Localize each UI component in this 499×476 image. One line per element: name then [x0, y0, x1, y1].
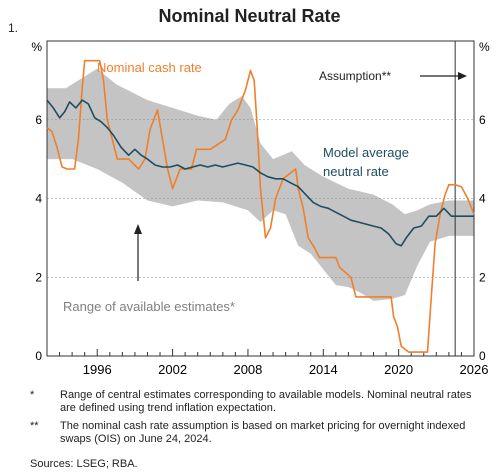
footnote-1-mark: * — [30, 389, 35, 401]
sources: Sources: LSEG; RBA. — [30, 458, 138, 470]
footnote-2: ** The nominal cash rate assumption is b… — [30, 420, 480, 446]
footnote-2-mark: ** — [30, 420, 39, 432]
neutral-rate-label-2: neutral rate — [323, 164, 389, 179]
y-tick-right-4: 4 — [479, 192, 486, 206]
assumption-arrow-head — [458, 72, 467, 80]
footnotes: * Range of central estimates correspondi… — [30, 389, 480, 451]
y-tick-left-6: 6 — [35, 113, 42, 127]
footnote-1: * Range of central estimates correspondi… — [30, 389, 480, 415]
y-tick-right-6: 6 — [479, 113, 486, 127]
cash-rate-label: Nominal cash rate — [97, 60, 202, 75]
footnote-1-text: Range of central estimates corresponding… — [60, 389, 472, 414]
assumption-label: Assumption** — [319, 69, 391, 83]
x-tick-label-1996: 1996 — [83, 362, 112, 377]
y-tick-right-0: 0 — [479, 349, 486, 363]
x-tick-label-2008: 2008 — [233, 362, 262, 377]
y-tick-left-4: 4 — [35, 192, 42, 206]
footnote-2-text: The nominal cash rate assumption is base… — [60, 420, 466, 445]
x-tick-label-2020: 2020 — [384, 362, 413, 377]
cash-rate-line — [46, 59, 475, 353]
figure-number: 1. — [8, 21, 19, 35]
neutral-rate-label-1: Model average — [323, 145, 409, 160]
x-tick-label-2026: 2026 — [460, 362, 489, 377]
y-tick-left-2: 2 — [35, 270, 42, 284]
x-tick-label-2002: 2002 — [158, 362, 187, 377]
y-tick-left-0: 0 — [35, 349, 42, 363]
range-label: Range of available estimates* — [63, 299, 235, 314]
y-unit-left: % — [31, 40, 42, 54]
x-tick-label-2014: 2014 — [309, 362, 338, 377]
chart-title: Nominal Neutral Rate — [158, 6, 341, 26]
chart: 0 0 2 2 4 4 6 6% % 1996 2002 2008 2014 2020 2026 Nomina… — [31, 40, 490, 377]
range-arrow-head — [134, 224, 142, 234]
y-unit-right: % — [479, 40, 490, 54]
y-tick-right-2: 2 — [479, 270, 486, 284]
neutral-rate-line — [46, 99, 474, 247]
